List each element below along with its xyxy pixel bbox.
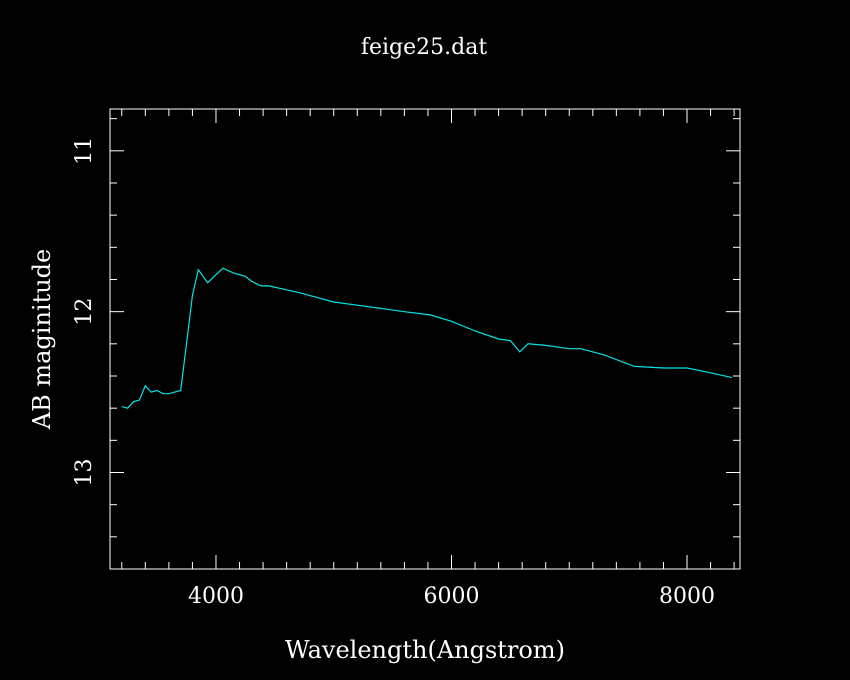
y-tick-label: 12 [72, 298, 97, 326]
x-axis-label: Wavelength(Angstrom) [285, 636, 565, 664]
chart-title: feige25.dat [361, 35, 487, 60]
plot-frame [109, 108, 741, 570]
x-tick-label: 8000 [659, 584, 715, 609]
tick-labels: 4000 6000 8000 11 12 13 [72, 137, 715, 609]
y-tick-label: 11 [72, 137, 97, 165]
x-tick-label: 4000 [188, 584, 244, 609]
y-tick-label: 13 [72, 458, 97, 486]
data-points [122, 268, 732, 408]
y-axis-label: AB maginitude [28, 249, 56, 431]
axis-ticks [110, 109, 740, 570]
series-line [121, 267, 732, 409]
x-tick-label: 6000 [423, 584, 479, 609]
